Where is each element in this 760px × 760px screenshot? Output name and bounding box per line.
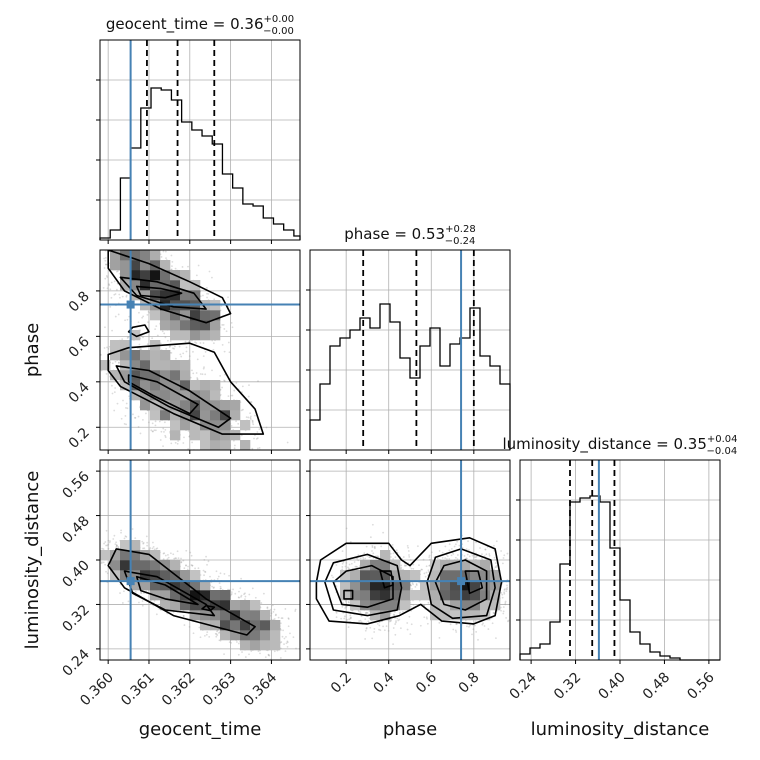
contour-line (379, 570, 394, 589)
panel-frame (99, 39, 301, 241)
x-tick-label: 0.32 (551, 670, 584, 703)
x-tick-label: 0.40 (595, 670, 628, 703)
contour-line (324, 553, 403, 617)
x-tick-label: 0.8 (456, 670, 483, 697)
histogram-step (309, 303, 511, 450)
labels-layer: geocent_time phase luminosity_distance p… (22, 323, 709, 740)
panel-frame (309, 249, 511, 451)
x-tick-label: 0.364 (241, 669, 281, 709)
contour-line (332, 564, 394, 608)
panel-title: luminosity_distance = 0.35+0.04 −0.04 (502, 434, 737, 457)
title-main: luminosity_distance = 0.35 (502, 435, 706, 454)
title-minus: −0.00 (263, 26, 294, 37)
hist-panel-phase: phase = 0.53+0.28 −0.24 (306, 224, 511, 454)
contour-line (127, 374, 199, 415)
x-tick-label: 0.363 (200, 670, 240, 710)
contour-line (464, 570, 484, 595)
density-cells (340, 550, 501, 621)
contour-line (115, 365, 232, 429)
x-tick-label: 0.56 (684, 669, 717, 702)
xlabel-geocent-time: geocent_time (139, 719, 262, 740)
x-tick-label: 0.362 (159, 670, 199, 710)
panel-title: phase = 0.53+0.28 −0.24 (344, 224, 475, 247)
truth-marker (457, 577, 466, 586)
y-tick-label: 0.8 (66, 288, 93, 315)
histogram-step (519, 495, 720, 661)
y-tick-label: 0.48 (59, 513, 92, 546)
truth-marker (126, 577, 135, 586)
contour-line (315, 537, 503, 625)
y-tick-label: 0.24 (59, 646, 92, 679)
title-main: geocent_time = 0.36 (106, 15, 264, 34)
scatter-panel-geocent-time-phase: 0.2 0.4 0.6 0.8 (66, 249, 301, 454)
title-minus: −0.24 (445, 236, 476, 247)
scatter-points (100, 250, 289, 450)
contour-line (135, 575, 199, 606)
contour-line (119, 276, 207, 310)
y-tick-label: 0.2 (66, 425, 93, 452)
title-minus: −0.04 (707, 446, 738, 457)
scatter-panel-phase-luminosity-distance: 0.2 0.4 0.6 0.8 (306, 459, 511, 697)
panel-frame (519, 459, 721, 661)
ylabel-luminosity-distance: luminosity_distance (22, 471, 43, 650)
x-tick-label: 0.48 (640, 670, 673, 703)
y-tick-label: 0.56 (59, 469, 92, 502)
title-main: phase = 0.53 (344, 225, 445, 243)
panels-layer: geocent_time = 0.36+0.00 −0.00 phase = 0.5… (59, 14, 737, 709)
y-tick-label: 0.32 (59, 602, 92, 635)
x-tick-label: 0.361 (118, 670, 158, 710)
panel-title: geocent_time = 0.36+0.00 −0.00 (106, 14, 294, 37)
ylabel-phase: phase (22, 323, 43, 377)
xlabel-phase: phase (383, 719, 437, 740)
scatter-panel-geocent-time-luminosity-distance: 0.24 0.32 0.40 0.48 0.56 0.360 0.361 0.362 0.363… (59, 459, 301, 710)
y-tick-label: 0.40 (59, 558, 92, 591)
x-tick-label: 0.2 (328, 670, 355, 697)
title-plus: +0.04 (707, 434, 738, 445)
contour-line (107, 548, 256, 636)
panel-frame (99, 459, 301, 661)
contour-line (343, 589, 354, 600)
x-tick-label: 0.24 (507, 669, 540, 702)
title-plus: +0.00 (264, 14, 295, 25)
contour-line (426, 548, 496, 620)
contour-line (135, 285, 183, 299)
contour-line (107, 250, 232, 324)
x-tick-label: 0.4 (370, 669, 397, 696)
contour-line (107, 342, 265, 435)
x-tick-label: 0.360 (77, 670, 117, 710)
hist-panel-luminosity-distance: luminosity_distance = 0.35+0.04 −0.04 0.24… (502, 434, 737, 703)
panel-frame (99, 249, 301, 451)
y-tick-label: 0.4 (66, 379, 93, 406)
xlabel-luminosity-distance: luminosity_distance (531, 719, 710, 740)
title-plus: +0.28 (445, 224, 476, 235)
contour-line (127, 324, 150, 338)
scatter-points (100, 528, 297, 660)
contour-line (434, 559, 488, 611)
x-tick-label: 0.6 (413, 669, 440, 696)
truth-marker (126, 300, 135, 309)
hist-panel-geocent-time: geocent_time = 0.36+0.00 −0.00 (96, 14, 301, 244)
y-tick-label: 0.6 (66, 334, 93, 361)
scatter-points (315, 523, 510, 646)
contour-line (201, 604, 216, 612)
panel-frame (309, 459, 511, 661)
contour-line (123, 570, 216, 617)
